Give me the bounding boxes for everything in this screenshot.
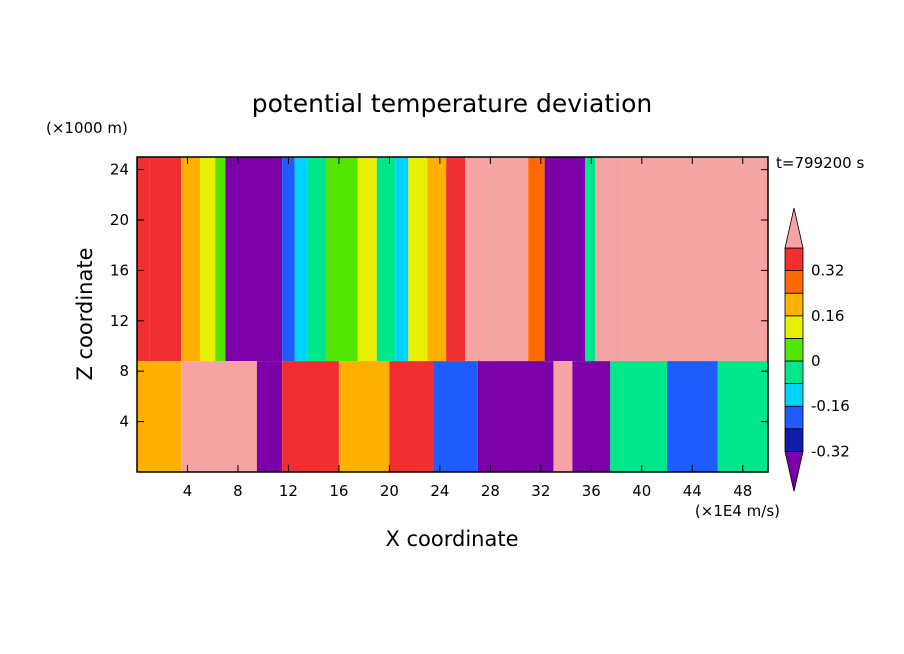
y-tick-label: 24 xyxy=(110,161,129,179)
y-unit-label: (×1000 m) xyxy=(46,119,128,137)
contour-cell-lower xyxy=(219,361,257,472)
x-tick-label: 20 xyxy=(380,482,399,500)
contour-cell-upper xyxy=(395,157,409,362)
contour-cell-lower xyxy=(181,361,220,472)
colorbar-bottom-arrow xyxy=(784,450,804,492)
colorbar-tick-label: 0.16 xyxy=(811,307,844,325)
x-tick-label: 24 xyxy=(430,482,449,500)
contour-cell-upper xyxy=(225,157,283,362)
contour-cell-upper xyxy=(427,157,447,362)
y-tick-label: 20 xyxy=(110,211,129,229)
contour-cell-lower xyxy=(282,361,339,472)
contour-cell-upper xyxy=(137,157,150,362)
contour-cell-upper xyxy=(326,157,358,362)
contour-cell-lower xyxy=(717,361,768,472)
contour-cell-lower xyxy=(667,361,718,472)
x-tick-label: 48 xyxy=(733,482,752,500)
y-tick-label: 12 xyxy=(110,312,129,330)
contour-cell-upper xyxy=(282,157,295,362)
x-tick-label: 32 xyxy=(531,482,550,500)
x-axis-title: X coordinate xyxy=(385,527,518,551)
x-unit-label: (×1E4 m/s) xyxy=(695,502,780,520)
contour-cell-upper xyxy=(408,157,428,362)
contour-cell-lower xyxy=(256,361,283,472)
colorbar-tick-label: -0.16 xyxy=(811,397,850,415)
contour-cell-lower xyxy=(610,361,668,472)
contour-cell-upper xyxy=(595,157,623,362)
colorbar-tick-label: 0 xyxy=(811,352,821,370)
contour-cell-upper xyxy=(528,157,545,362)
contour-cell-lower xyxy=(477,361,554,472)
x-tick-label: 16 xyxy=(329,482,348,500)
contour-cell-lower xyxy=(338,361,390,472)
x-tick-label: 44 xyxy=(683,482,702,500)
contour-cell-upper xyxy=(307,157,327,362)
contour-cell-lower xyxy=(553,361,573,472)
contour-cell-upper xyxy=(376,157,396,362)
y-tick-label: 8 xyxy=(119,362,129,380)
contour-cell-upper xyxy=(200,157,216,362)
y-axis-title: Z coordinate xyxy=(73,247,97,380)
x-tick-label: 12 xyxy=(279,482,298,500)
y-tick-label: 4 xyxy=(119,413,129,431)
contour-cell-upper xyxy=(149,157,182,362)
contour-cell-upper xyxy=(215,157,226,362)
time-label: t=799200 s xyxy=(776,154,864,172)
y-tick-label: 16 xyxy=(110,261,129,279)
contour-cell-upper xyxy=(717,157,768,362)
contour-cell-lower xyxy=(433,361,478,472)
colorbar-tick-label: 0.32 xyxy=(811,262,844,280)
colorbar: -0.32 -0.16 0 0.16 0.32 xyxy=(784,207,850,492)
plot-area xyxy=(137,157,768,472)
contour-cell-upper xyxy=(622,157,718,362)
colorbar-band xyxy=(784,360,804,385)
colorbar-band xyxy=(784,270,804,294)
colorbar-band xyxy=(784,292,804,317)
x-tick-label: 4 xyxy=(183,482,193,500)
chart-title: potential temperature deviation xyxy=(252,89,652,118)
contour-cell-lower xyxy=(572,361,611,472)
x-tick-label: 36 xyxy=(582,482,601,500)
colorbar-tick-label: -0.32 xyxy=(811,442,850,460)
plot-frame xyxy=(136,156,769,473)
contour-cell-upper xyxy=(294,157,308,362)
contour-cell-upper xyxy=(544,157,586,362)
contour-cell-upper xyxy=(446,157,466,362)
colorbar-band xyxy=(784,315,804,339)
colorbar-top-arrow xyxy=(784,207,804,249)
x-tick-label: 28 xyxy=(481,482,500,500)
contour-cell-lower xyxy=(137,361,182,472)
contour-cell-upper xyxy=(585,157,596,362)
contour-cell-upper xyxy=(357,157,377,362)
colorbar-band xyxy=(784,428,804,452)
colorbar-band xyxy=(784,405,804,430)
colorbar-band xyxy=(784,247,804,272)
contour-cell-upper xyxy=(181,157,201,362)
x-tick-label: 8 xyxy=(233,482,243,500)
x-tick-label: 40 xyxy=(632,482,651,500)
contour-cell-upper xyxy=(465,157,529,362)
colorbar-band xyxy=(784,337,804,362)
colorbar-band xyxy=(784,383,804,407)
contour-cell-lower xyxy=(389,361,434,472)
